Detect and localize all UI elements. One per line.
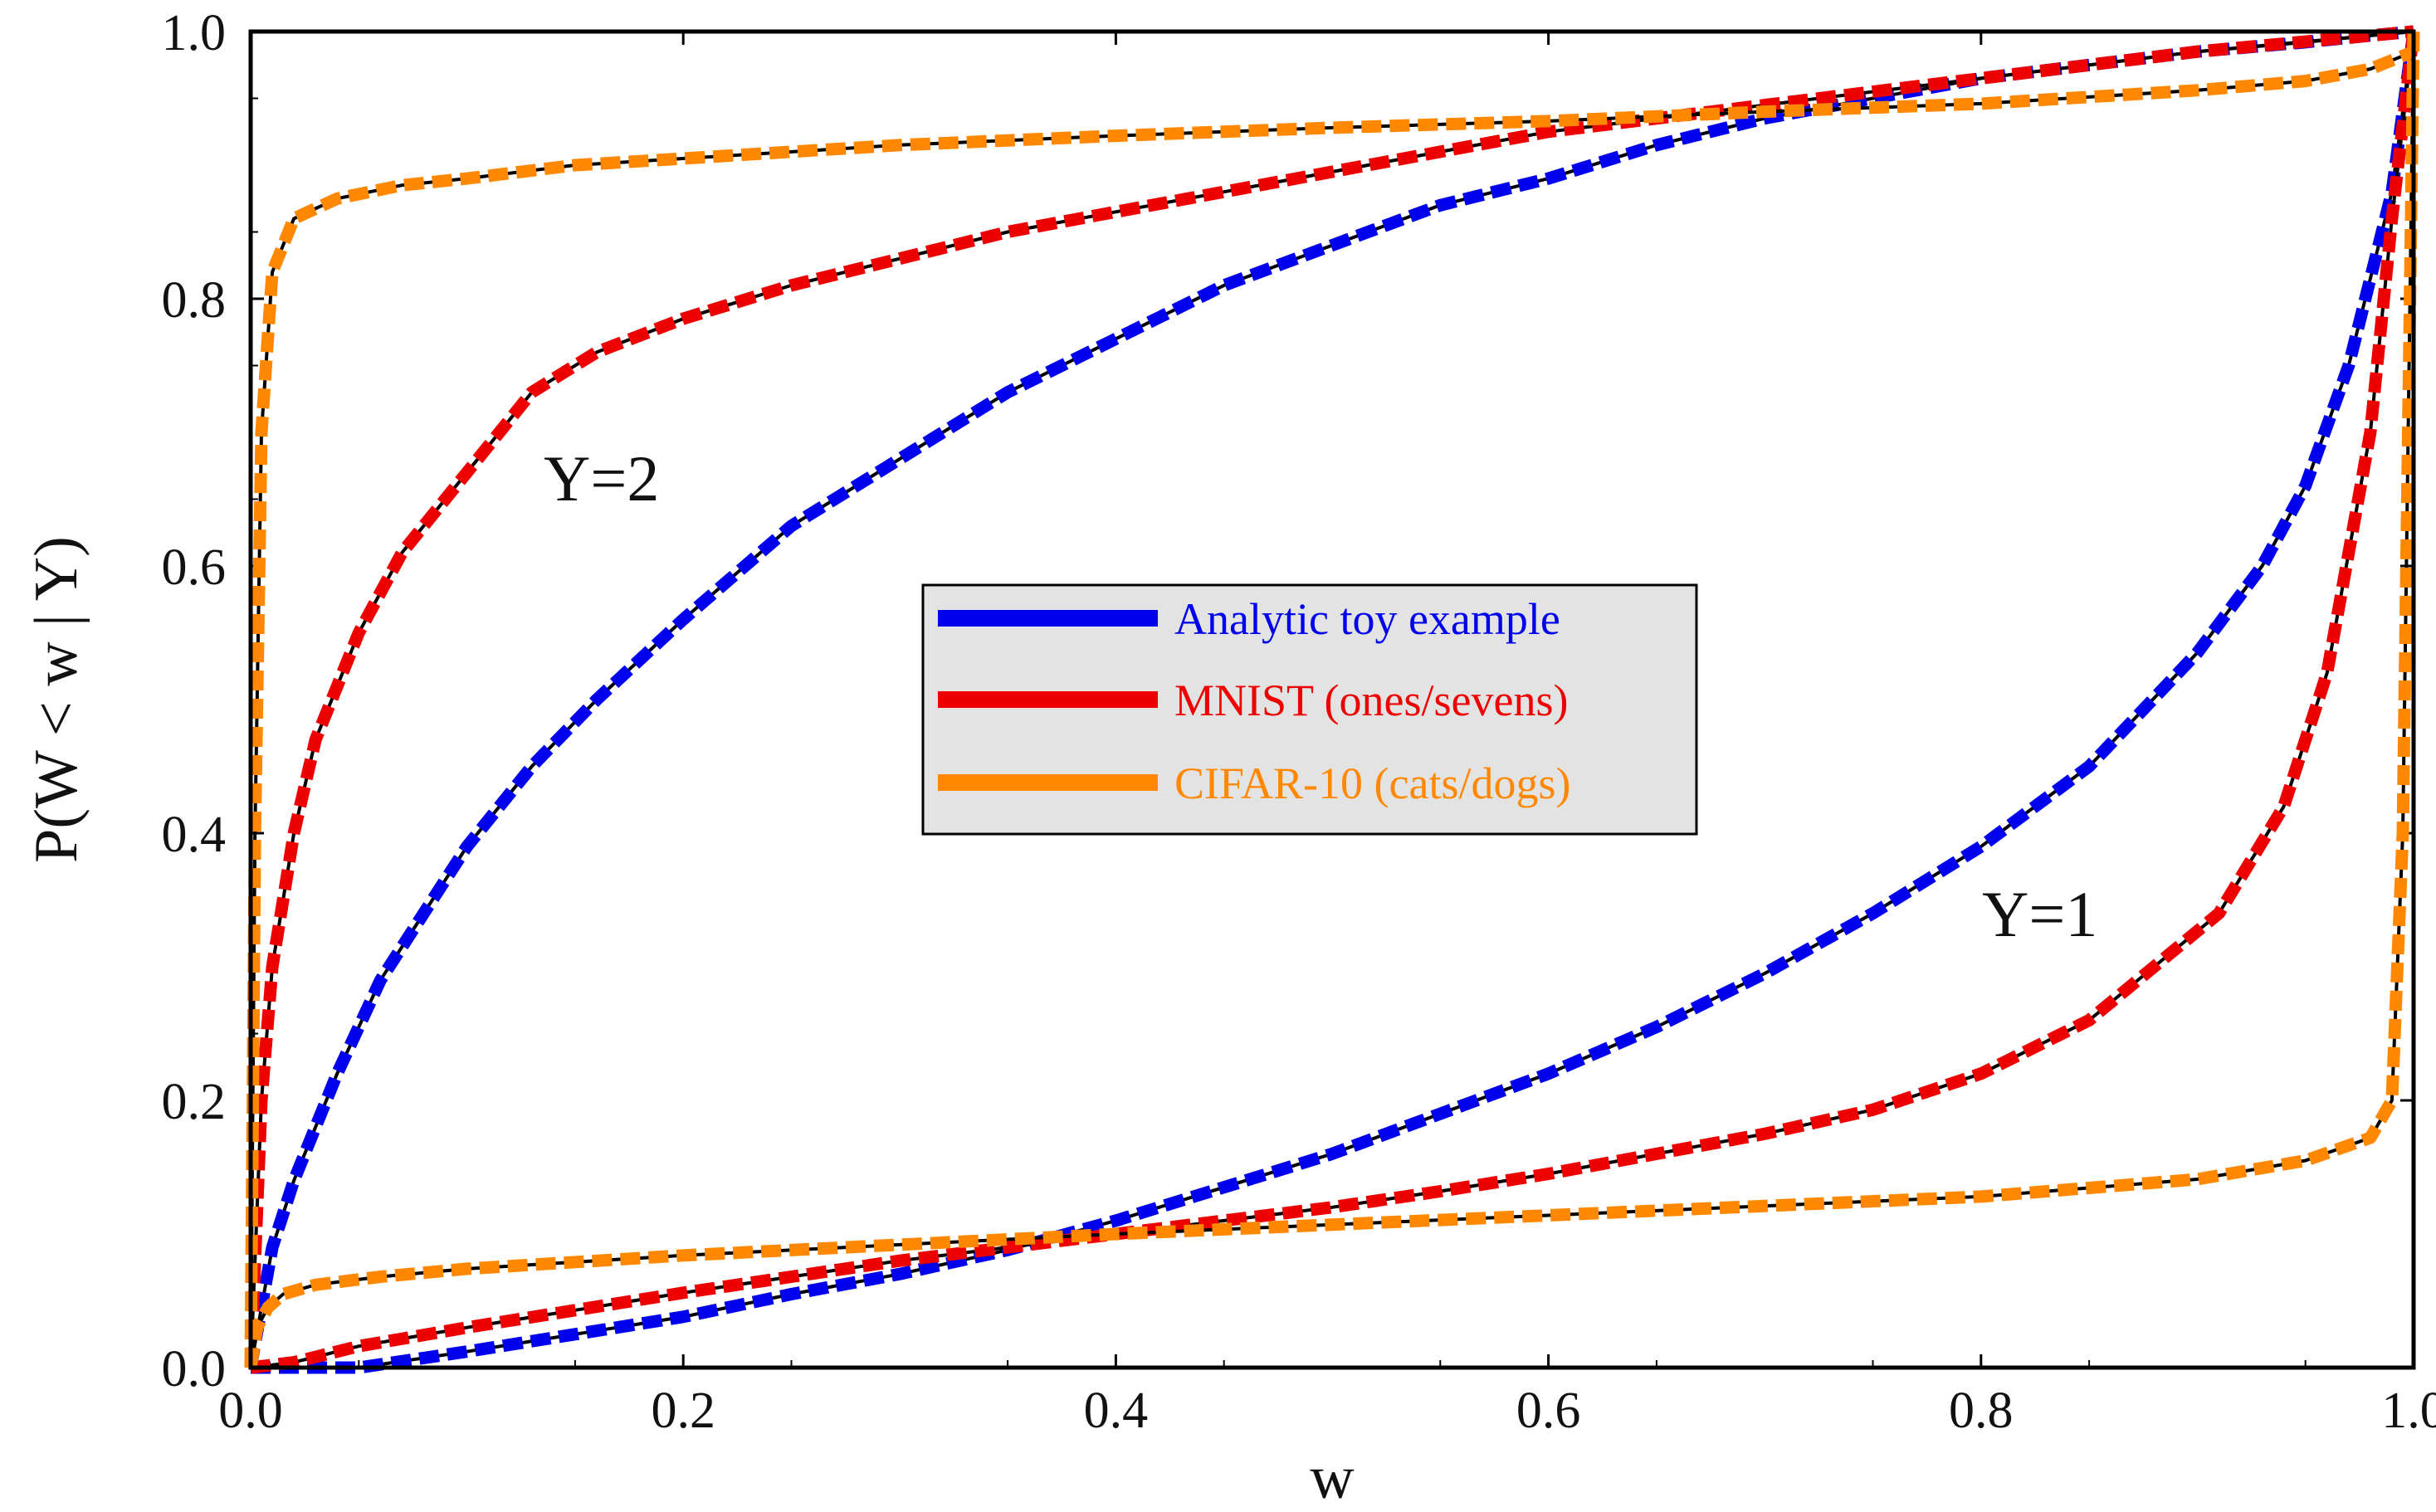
legend-label-mnist: MNIST (ones/sevens) <box>1174 676 1568 725</box>
y-tick-label: 0.6 <box>162 539 227 596</box>
y-tick-label: 0.2 <box>162 1074 227 1130</box>
x-tick-label: 0.6 <box>1516 1383 1581 1439</box>
y-tick-label: 1.0 <box>162 5 227 61</box>
y-tick-label: 0.8 <box>162 272 227 329</box>
series-layer <box>244 25 2420 1374</box>
x-tick-label: 0.8 <box>1949 1383 2014 1439</box>
y-tick-label: 0.0 <box>162 1341 227 1397</box>
x-tick-label: 0.4 <box>1084 1383 1149 1439</box>
x-axis-title: w <box>1310 1444 1355 1512</box>
annotation-y2: Y=2 <box>544 442 659 515</box>
annotation-y1: Y=1 <box>1982 878 2097 950</box>
legend-label-cifar: CIFAR-10 (cats/dogs) <box>1174 758 1570 808</box>
x-tick-label: 1.0 <box>2381 1383 2436 1439</box>
plot-frame <box>248 29 2416 1370</box>
y-axis-title: P(W < w | Y) <box>22 536 90 863</box>
legend: Analytic toy example MNIST (ones/sevens)… <box>921 583 1698 836</box>
series-line-analytic-toy-example-y1 <box>251 30 2420 1374</box>
series-line-cifar-10-cats-dogs-y2 <box>244 46 2416 1368</box>
series-line-mnist-ones-sevens-y1 <box>250 31 2420 1374</box>
y-tick-label: 0.4 <box>162 807 227 863</box>
x-tick-label: 0.0 <box>218 1383 283 1439</box>
tick-labels: 0.0 0.2 0.4 0.6 0.8 1.0 0.0 0.2 0.4 0.6 0.8 1.0 <box>162 5 2436 1439</box>
x-tick-label: 0.2 <box>651 1383 715 1439</box>
series-line-cifar-10-cats-dogs-y1 <box>244 31 2420 1369</box>
legend-label-analytic: Analytic toy example <box>1174 594 1560 644</box>
